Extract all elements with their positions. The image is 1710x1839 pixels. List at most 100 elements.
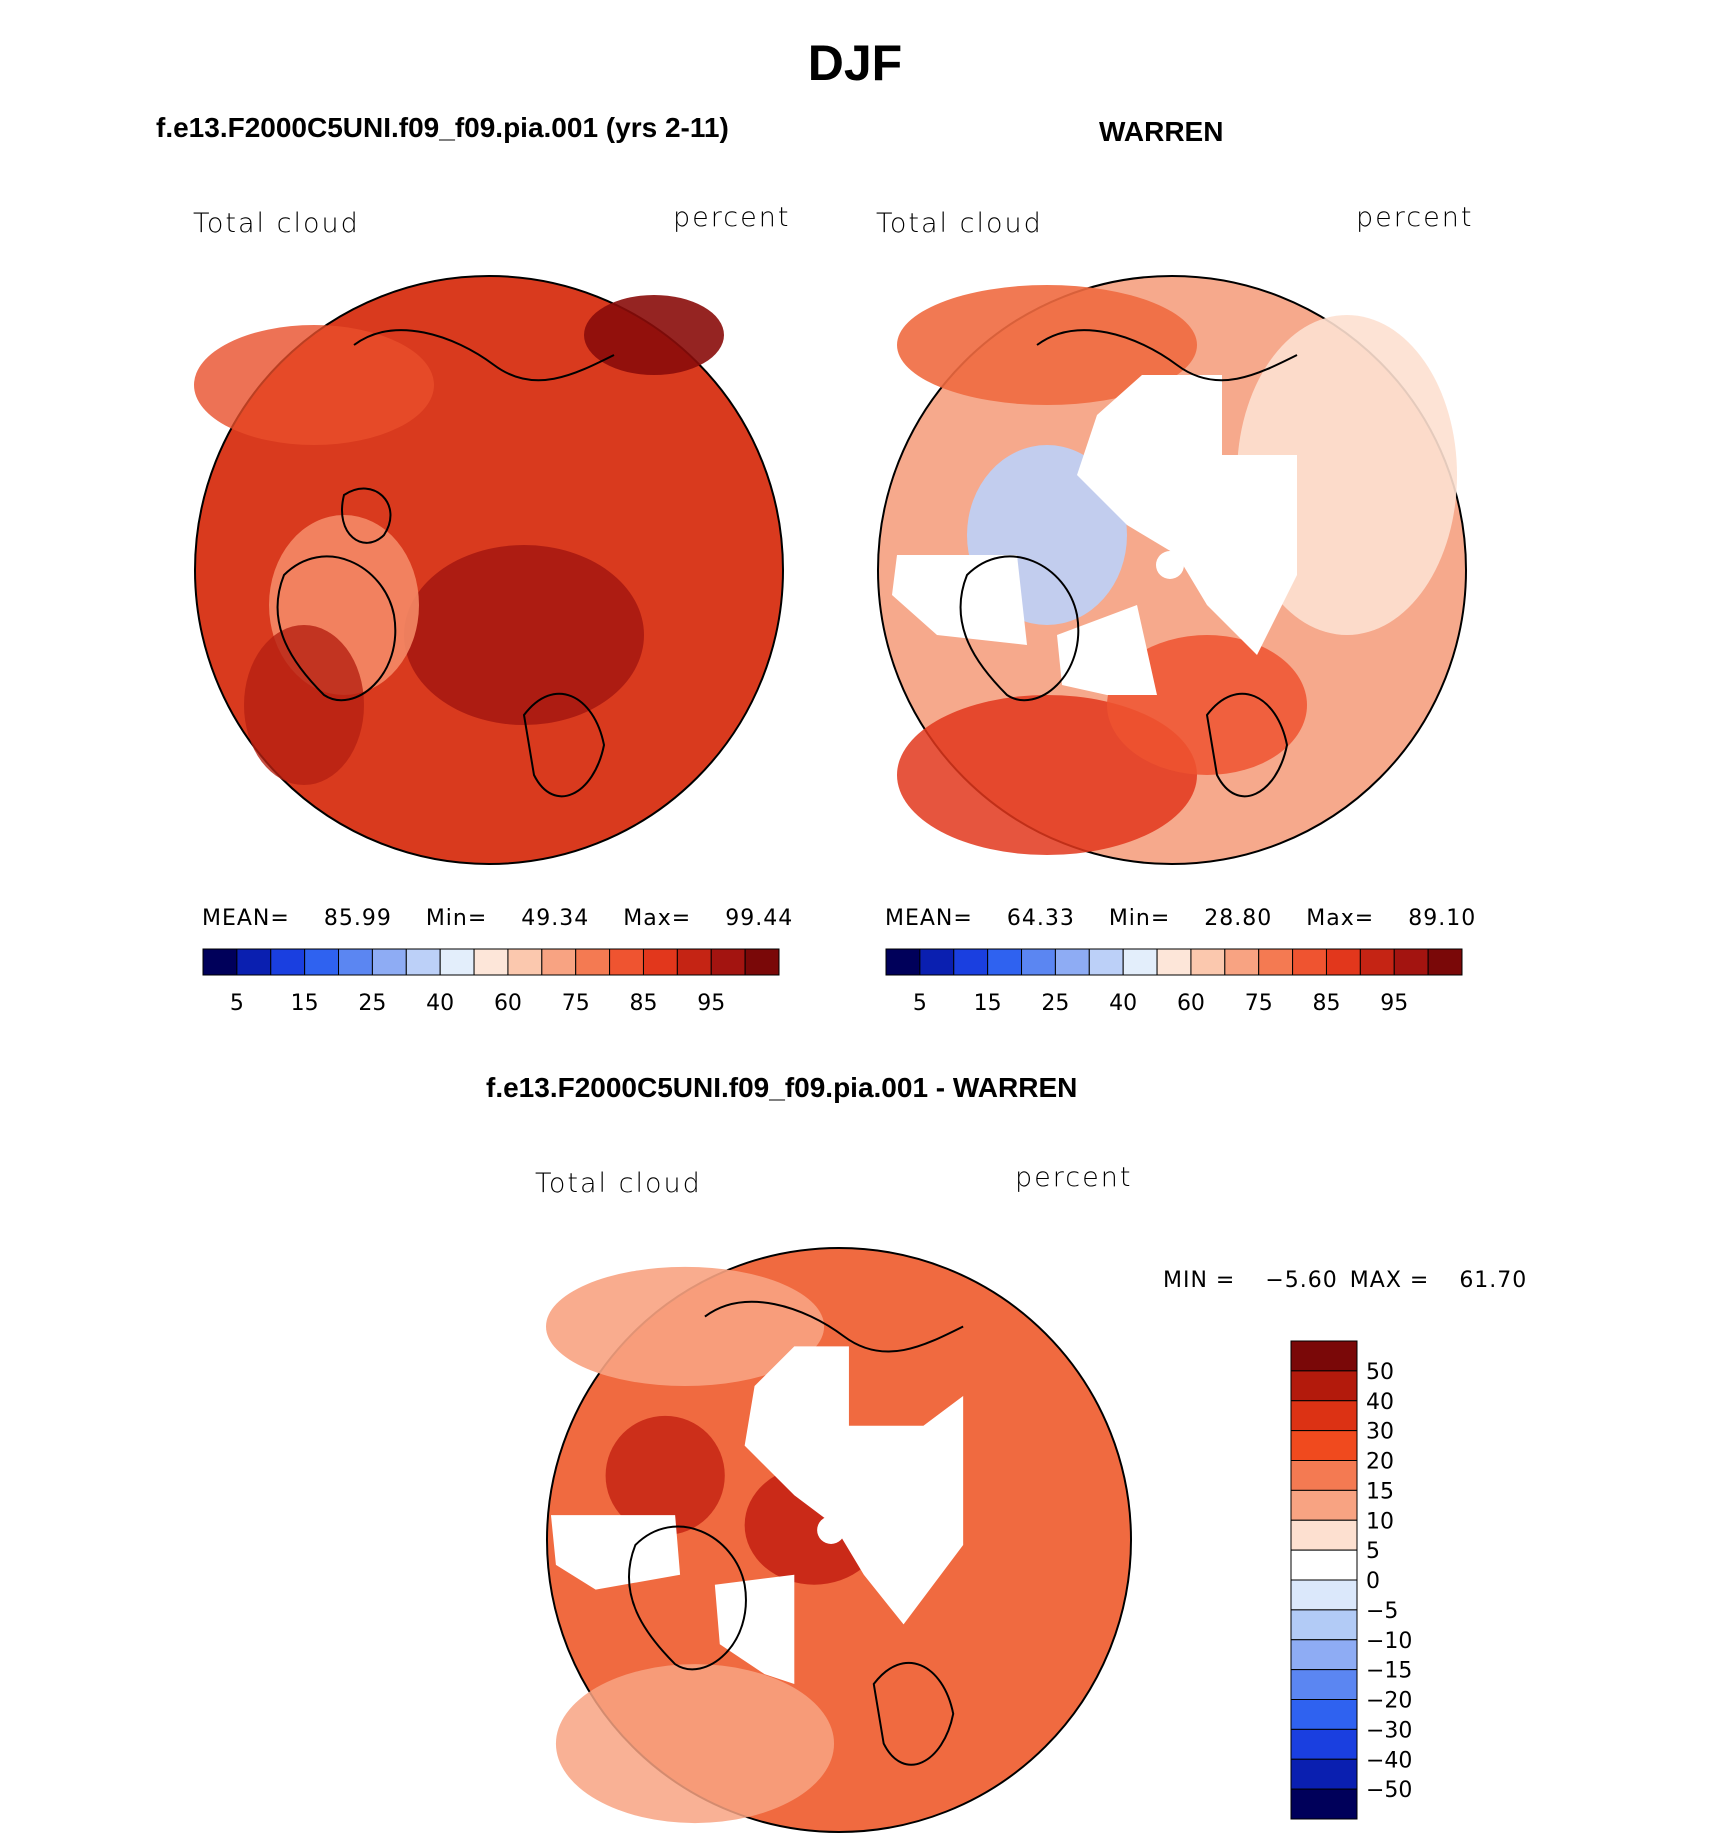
colorbar-swatch: [1224, 948, 1260, 976]
colorbar-swatch: [202, 948, 238, 976]
colorbar-swatch: [338, 948, 373, 976]
panel-3-title: f.e13.F2000C5UNI.f09_f09.pia.001 - WARRE…: [486, 1072, 1078, 1103]
panel-2-min-value: 28.80: [1204, 906, 1273, 931]
colorbar-tick-label: 5: [913, 991, 927, 1016]
colorbar-tick-label: 5: [230, 991, 244, 1016]
colorbar-tick-label: −10: [1366, 1629, 1412, 1654]
colorbar-swatch: [919, 948, 955, 976]
colorbar-tick-label: 5: [1366, 1539, 1380, 1564]
colorbar-swatch: [541, 948, 577, 976]
colorbar-swatch: [1290, 1519, 1358, 1551]
panel-1-max-value: 99.44: [725, 906, 794, 931]
panel-1-min-label: Min=: [425, 906, 488, 931]
panel-3-map: [546, 1247, 1132, 1833]
colorbar-swatch: [1427, 948, 1463, 976]
panel-3-units: percent: [1015, 1162, 1133, 1193]
panel-1-variable: Total cloud: [193, 208, 360, 239]
colorbar-swatch: [1190, 948, 1226, 976]
colorbar-swatch: [236, 948, 272, 976]
colorbar-tick-label: 85: [629, 991, 657, 1016]
figure-title: DJF: [807, 35, 903, 91]
colorbar-swatch: [1290, 1669, 1358, 1700]
colorbar-tick-label: −50: [1366, 1778, 1412, 1803]
colorbar-tick-label: 75: [1245, 991, 1273, 1016]
colorbar-swatch: [987, 948, 1023, 976]
panel-2-min-label: Min=: [1108, 906, 1171, 931]
panel-2-mean-label: MEAN=: [885, 906, 973, 931]
colorbar-swatch: [1290, 1699, 1358, 1730]
colorbar-swatch: [1290, 1609, 1358, 1641]
panel-2-title: WARREN: [1099, 116, 1224, 147]
colorbar-tick-label: −5: [1366, 1599, 1398, 1624]
colorbar-swatch: [1021, 948, 1056, 976]
colorbar-tick-label: 30: [1366, 1420, 1394, 1445]
panel-2-units: percent: [1356, 202, 1474, 233]
colorbar-swatch: [1290, 1788, 1358, 1820]
colorbar-tick-label: −30: [1366, 1718, 1412, 1743]
colorbar-tick-label: 40: [1109, 991, 1137, 1016]
colorbar-swatch: [885, 948, 921, 976]
colorbar-tick-label: 85: [1312, 991, 1340, 1016]
colorbar-swatch: [1290, 1370, 1358, 1402]
colorbar-swatch: [1290, 1400, 1358, 1432]
panel-3-stats: MIN = −5.60 MAX = 61.70: [1163, 1268, 1527, 1293]
colorbar-swatch: [575, 948, 611, 976]
panel-2-stats: MEAN= 64.33 Min= 28.80 Max= 89.10: [885, 906, 1476, 931]
panel-1-title: f.e13.F2000C5UNI.f09_f09.pia.001 (yrs 2-…: [156, 112, 729, 143]
panel-3-variable: Total cloud: [535, 1168, 702, 1199]
colorbar-swatch: [1290, 1430, 1358, 1461]
colorbar-swatch: [1054, 948, 1090, 976]
colorbar-swatch: [1290, 1549, 1358, 1581]
colorbar-tick-label: 40: [1366, 1390, 1394, 1415]
colorbar-tick-label: 20: [1366, 1450, 1394, 1475]
colorbar-tick-label: 15: [291, 991, 319, 1016]
colorbar-tick-label: 60: [494, 991, 522, 1016]
colorbar-swatch: [1122, 948, 1158, 976]
colorbar-swatch: [1258, 948, 1294, 976]
colorbar-swatch: [744, 948, 780, 976]
panel-1-mean-label: MEAN=: [202, 906, 290, 931]
colorbar-tick-label: −20: [1366, 1689, 1412, 1714]
panel-3-max-value: 61.70: [1459, 1268, 1528, 1293]
panel-2-max-label: Max=: [1306, 906, 1375, 931]
colorbar-swatch: [405, 948, 441, 976]
colorbar-tick-label: 75: [562, 991, 590, 1016]
colorbar-swatch: [1290, 1460, 1358, 1491]
panel-2-mean-value: 64.33: [1006, 906, 1075, 931]
colorbar-swatch: [953, 948, 989, 976]
colorbar-swatch: [1292, 948, 1327, 976]
panel-3-min-value: −5.60: [1265, 1268, 1338, 1293]
colorbar-swatch: [1290, 1728, 1358, 1760]
panel-2-variable: Total cloud: [876, 208, 1043, 239]
colorbar-swatch: [710, 948, 746, 976]
colorbar-swatch: [1088, 948, 1124, 976]
panel-1-min-value: 49.34: [521, 906, 590, 931]
panel-1-stats: MEAN= 85.99 Min= 49.34 Max= 99.44: [202, 906, 793, 931]
colorbar-tick-label: 40: [426, 991, 454, 1016]
panel-1-max-label: Max=: [623, 906, 692, 931]
panel-2-max-value: 89.10: [1408, 906, 1477, 931]
panel-3-min-label: MIN =: [1163, 1268, 1236, 1293]
colorbar-tick-label: 50: [1366, 1360, 1394, 1385]
colorbar-tick-label: 95: [697, 991, 725, 1016]
colorbar-tick-label: −40: [1366, 1748, 1412, 1773]
colorbar-swatch: [439, 948, 475, 976]
colorbar-tick-label: 95: [1380, 991, 1408, 1016]
colorbar-swatch: [1325, 948, 1361, 976]
colorbar-swatch: [270, 948, 306, 976]
colorbar-swatch: [473, 948, 509, 976]
panel-2-colorbar: 5 15 25 40 60 75 85 95: [885, 948, 1463, 1016]
colorbar-tick-label: −15: [1366, 1659, 1412, 1684]
panel-1-map: [194, 275, 784, 865]
panel-1-units: percent: [673, 202, 791, 233]
colorbar-tick-label: 15: [974, 991, 1002, 1016]
colorbar-swatch: [1290, 1758, 1358, 1790]
colorbar-tick-label: 10: [1366, 1509, 1394, 1534]
panel-3-max-label: MAX =: [1349, 1268, 1430, 1293]
colorbar-tick-label: 25: [358, 991, 386, 1016]
colorbar-swatch: [1290, 1340, 1358, 1372]
panel-1-colorbar: 5 15 25 40 60 75 85 95: [202, 948, 780, 1016]
colorbar-swatch: [1156, 948, 1192, 976]
colorbar-tick-label: 15: [1366, 1479, 1394, 1504]
